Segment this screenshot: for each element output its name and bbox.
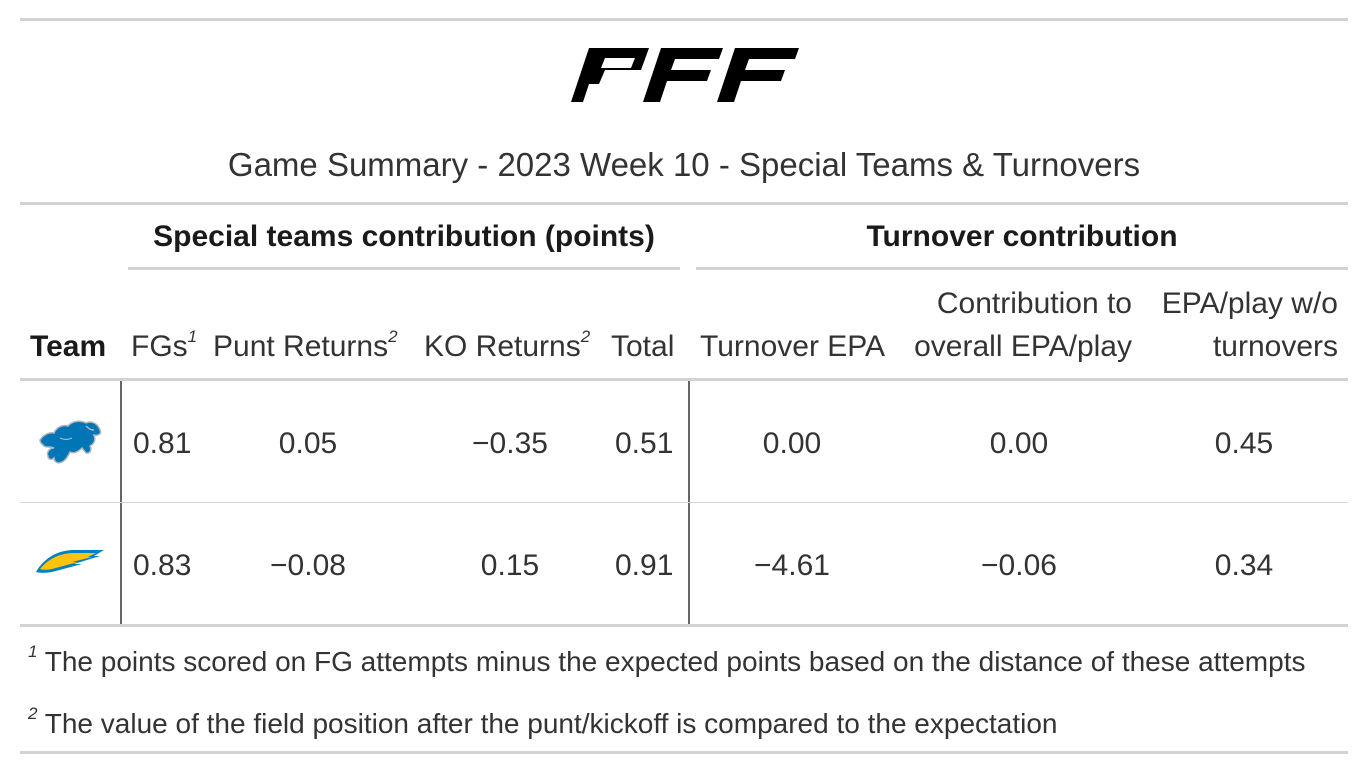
col-header-team: Team [30,330,107,363]
title-rule [20,202,1348,205]
col-header-fgs: FGs1 [131,327,198,363]
row1-epa-wo-turnovers: 0.45 [1214,427,1274,460]
col-header-epa-wo-line2: turnovers [1212,330,1338,363]
pff-logo [571,48,799,102]
col-header-contribution-line2: overall EPA/play [914,330,1132,363]
row2-ko-returns: 0.15 [480,549,540,582]
col-header-total: Total [611,330,675,363]
chargers-logo [34,546,106,581]
col-header-punt-returns: Punt Returns2 [213,327,398,363]
row1-fgs: 0.81 [133,427,192,460]
lions-logo [36,418,104,471]
row-divider [20,502,1348,503]
col-header-contribution-line1: Contribution to [936,287,1132,320]
col-header-epa-wo-line1: EPA/play w/o [1161,287,1338,320]
row1-punt-returns: 0.05 [278,427,338,460]
footnote-1: 1 The points scored on FG attempts minus… [28,643,1306,678]
col-header-contribution: Contribution to overall EPA/play [900,282,1132,368]
row1-ko-returns: −0.35 [472,427,548,460]
footnote-mark: 2 [580,327,591,346]
col-header-epa-wo-turnovers: EPA/play w/o turnovers [1140,282,1338,368]
spanner-turnover: Turnover contribution [866,220,1178,253]
footnote-mark: 2 [388,327,398,346]
bottom-rule [20,751,1348,754]
footnote-2-text: The value of the field position after th… [44,708,1058,739]
top-rule [20,18,1348,21]
footnote-1-mark: 1 [28,642,38,661]
col-header-ko-returns: KO Returns2 [424,327,591,363]
footnote-mark: 1 [187,327,198,346]
body-bottom-rule [20,624,1348,627]
row2-punt-returns: −0.08 [270,549,346,582]
summary-table: Game Summary - 2023 Week 10 - Special Te… [20,18,1348,755]
spanner-special-teams: Special teams contribution (points) [153,220,655,253]
row1-turnover-epa: 0.00 [762,427,822,460]
footnote-2-mark: 2 [28,704,38,723]
row2-fgs: 0.83 [133,549,192,582]
spanner-special-teams-underline [128,267,680,270]
table-title: Game Summary - 2023 Week 10 - Special Te… [227,146,1141,183]
spanner-turnover-underline [696,267,1348,270]
header-rule [20,378,1348,381]
row1-contribution: 0.00 [989,427,1049,460]
row2-contribution: −0.06 [981,549,1057,582]
footnote-1-text: The points scored on FG attempts minus t… [44,646,1306,677]
row2-epa-wo-turnovers: 0.34 [1214,549,1274,582]
row1-total: 0.51 [615,427,674,460]
row2-total: 0.91 [615,549,674,582]
col-header-turnover-epa: Turnover EPA [700,330,886,363]
footnote-2: 2 The value of the field position after … [28,705,1058,740]
row2-turnover-epa: −4.61 [754,549,830,582]
